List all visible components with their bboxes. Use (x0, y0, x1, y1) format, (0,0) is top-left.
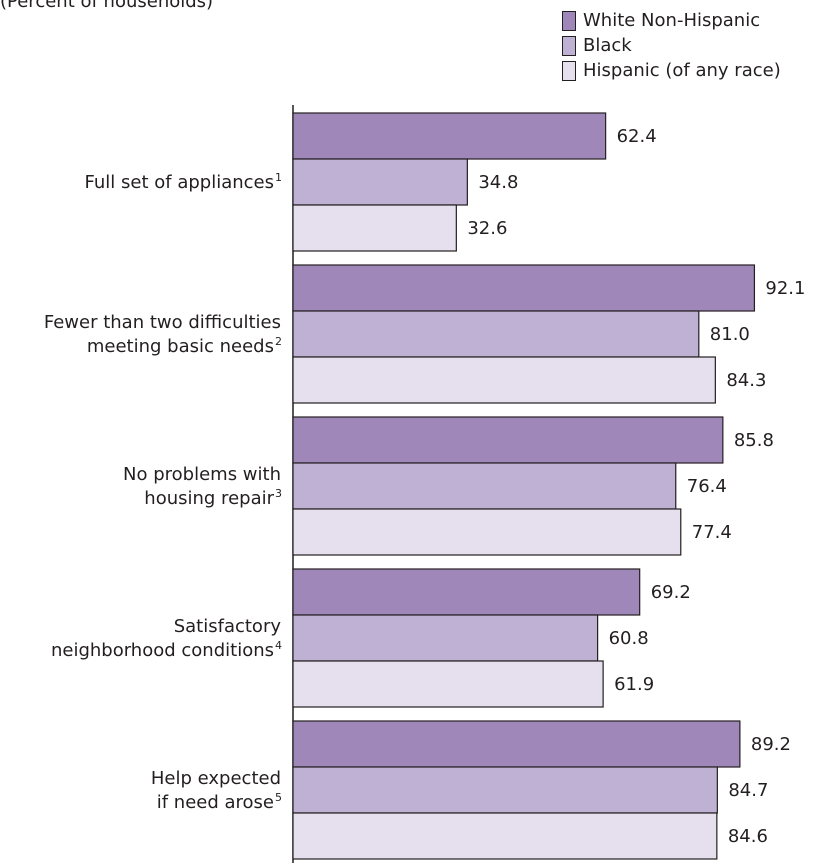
legend-swatch-black (562, 35, 576, 56)
value-label-2-1: 76.4 (687, 476, 727, 497)
value-label-0-1: 34.8 (478, 172, 518, 193)
value-label-0-0: 62.4 (617, 126, 657, 147)
category-footnote-0: 1 (275, 171, 282, 184)
category-label-3-line-0: Satisfactory (174, 616, 282, 637)
value-label-4-2: 84.6 (728, 826, 768, 847)
category-label-2-line-0: No problems with (123, 464, 281, 485)
legend-label-black: Black (583, 35, 632, 56)
legend-item-black: Black (562, 33, 781, 58)
category-footnote-2: 3 (275, 487, 282, 500)
bar-0-1 (292, 158, 468, 206)
category-label-3-line-1: neighborhood conditions (51, 640, 274, 661)
category-label-2-line-1: housing repair (144, 488, 274, 509)
bar-2-0 (292, 416, 724, 464)
legend-label-hispanic: Hispanic (of any race) (583, 60, 781, 81)
value-label-3-1: 60.8 (609, 628, 649, 649)
bar-2-2 (292, 508, 682, 556)
legend-swatch-hispanic (562, 60, 576, 81)
bar-4-0 (292, 720, 741, 768)
value-label-4-1: 84.7 (728, 780, 768, 801)
legend-swatch-white (562, 10, 576, 31)
category-footnote-3: 4 (275, 639, 282, 652)
value-label-1-0: 92.1 (765, 278, 805, 299)
legend-item-white: White Non-Hispanic (562, 8, 781, 33)
category-footnote-4: 5 (275, 791, 282, 804)
value-label-2-2: 77.4 (692, 522, 732, 543)
category-label-1-line-0: Fewer than two difficulties (44, 312, 281, 333)
category-label-4-line-0: Help expected (151, 768, 281, 789)
legend-item-hispanic: Hispanic (of any race) (562, 58, 781, 83)
category-label-1-line-1: meeting basic needs (87, 336, 274, 357)
value-label-2-0: 85.8 (734, 430, 774, 451)
bar-1-2 (292, 356, 716, 404)
bar-0-0 (292, 112, 607, 160)
category-footnote-1: 2 (275, 335, 282, 348)
bar-3-0 (292, 568, 641, 616)
bar-3-1 (292, 614, 599, 662)
chart-legend: White Non-Hispanic Black Hispanic (of an… (562, 8, 781, 83)
value-label-3-2: 61.9 (614, 674, 654, 695)
bar-4-2 (292, 812, 718, 860)
chart-subtitle: (Percent of households) (0, 0, 214, 12)
bar-1-0 (292, 264, 756, 312)
category-label-4-line-1: if need arose (157, 792, 274, 813)
value-label-0-2: 32.6 (467, 218, 507, 239)
bar-2-1 (292, 462, 677, 510)
bar-1-1 (292, 310, 700, 358)
bar-3-2 (292, 660, 604, 708)
value-label-3-0: 69.2 (651, 582, 691, 603)
legend-label-white: White Non-Hispanic (583, 10, 761, 31)
category-label-0-line-0: Full set of appliances (85, 172, 274, 193)
value-label-1-1: 81.0 (710, 324, 750, 345)
value-label-4-0: 89.2 (751, 734, 791, 755)
value-label-1-2: 84.3 (726, 370, 766, 391)
bar-0-2 (292, 204, 457, 252)
bar-4-1 (292, 766, 718, 814)
